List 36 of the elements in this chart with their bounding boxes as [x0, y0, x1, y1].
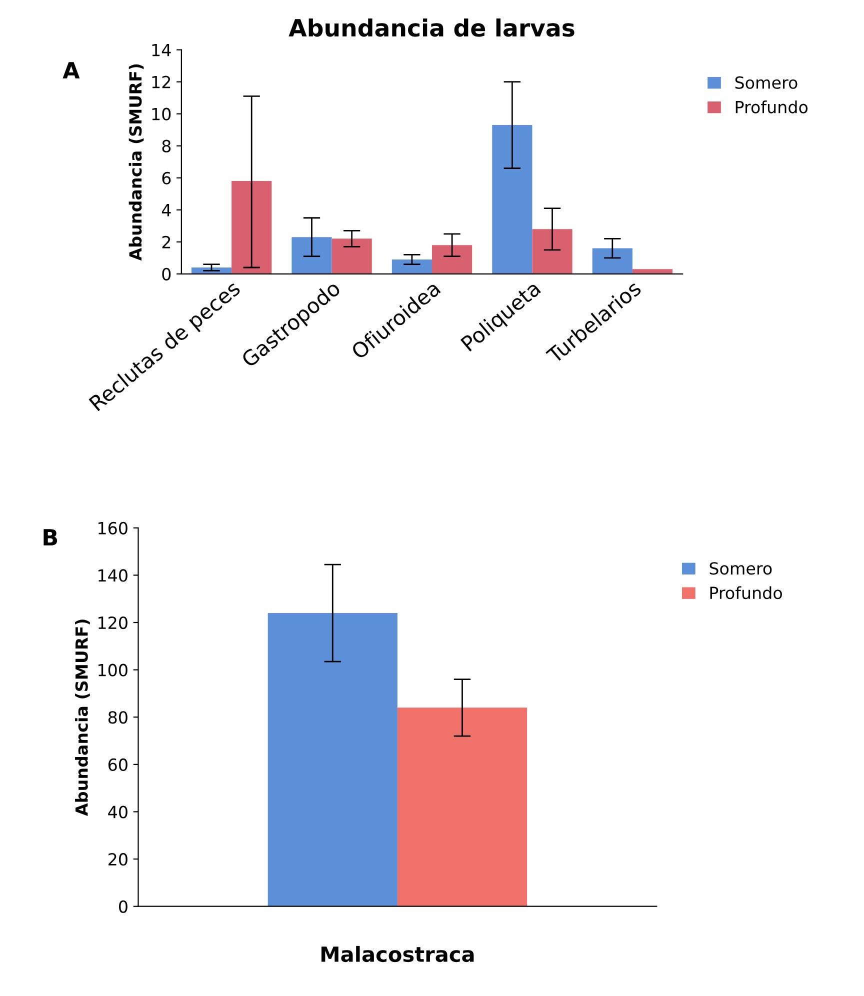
- bar: [592, 248, 632, 274]
- y-tick-label: 40: [108, 806, 128, 818]
- y-tick-label: 80: [108, 711, 128, 724]
- y-tick-label: 12: [152, 76, 170, 88]
- y-tick-label: 4: [162, 204, 171, 216]
- y-tick-label: 6: [162, 172, 171, 184]
- text: B: [44, 529, 58, 546]
- bar: [392, 259, 432, 274]
- bar: [532, 229, 572, 274]
- bar: [432, 245, 472, 274]
- y-tick-label: 100: [98, 664, 128, 676]
- x-axis-title: Malacostraca: [321, 946, 474, 962]
- bar: [632, 269, 673, 274]
- legend-label: Somero: [735, 76, 798, 89]
- legend-label: Profundo: [736, 100, 808, 114]
- y-tick-label: 10: [152, 108, 171, 120]
- bar: [492, 125, 532, 274]
- y-tick-label: 20: [108, 853, 128, 866]
- text: A: [62, 62, 80, 78]
- y-tick-label: 60: [108, 758, 128, 771]
- y-tick-label: 140: [98, 569, 128, 582]
- bar: [232, 181, 272, 274]
- y-tick-label: 2: [162, 236, 170, 248]
- bar: [292, 237, 332, 274]
- y-axis-title: Abundancia (SMURF): [128, 64, 144, 261]
- y-axis-title: Abundancia (SMURF): [75, 620, 90, 816]
- legend-label: Profundo: [710, 586, 782, 600]
- y-tick-label: 14: [152, 44, 171, 56]
- y-tick-label: 160: [98, 522, 128, 534]
- y-tick-label: 0: [119, 900, 128, 913]
- legend-label: Somero: [710, 562, 772, 575]
- bar: [332, 238, 372, 274]
- y-tick-label: 120: [98, 616, 128, 630]
- y-tick-label: 0: [162, 268, 171, 280]
- chart-title: Abundancia de larvas: [288, 18, 574, 37]
- y-tick-label: 8: [162, 140, 171, 152]
